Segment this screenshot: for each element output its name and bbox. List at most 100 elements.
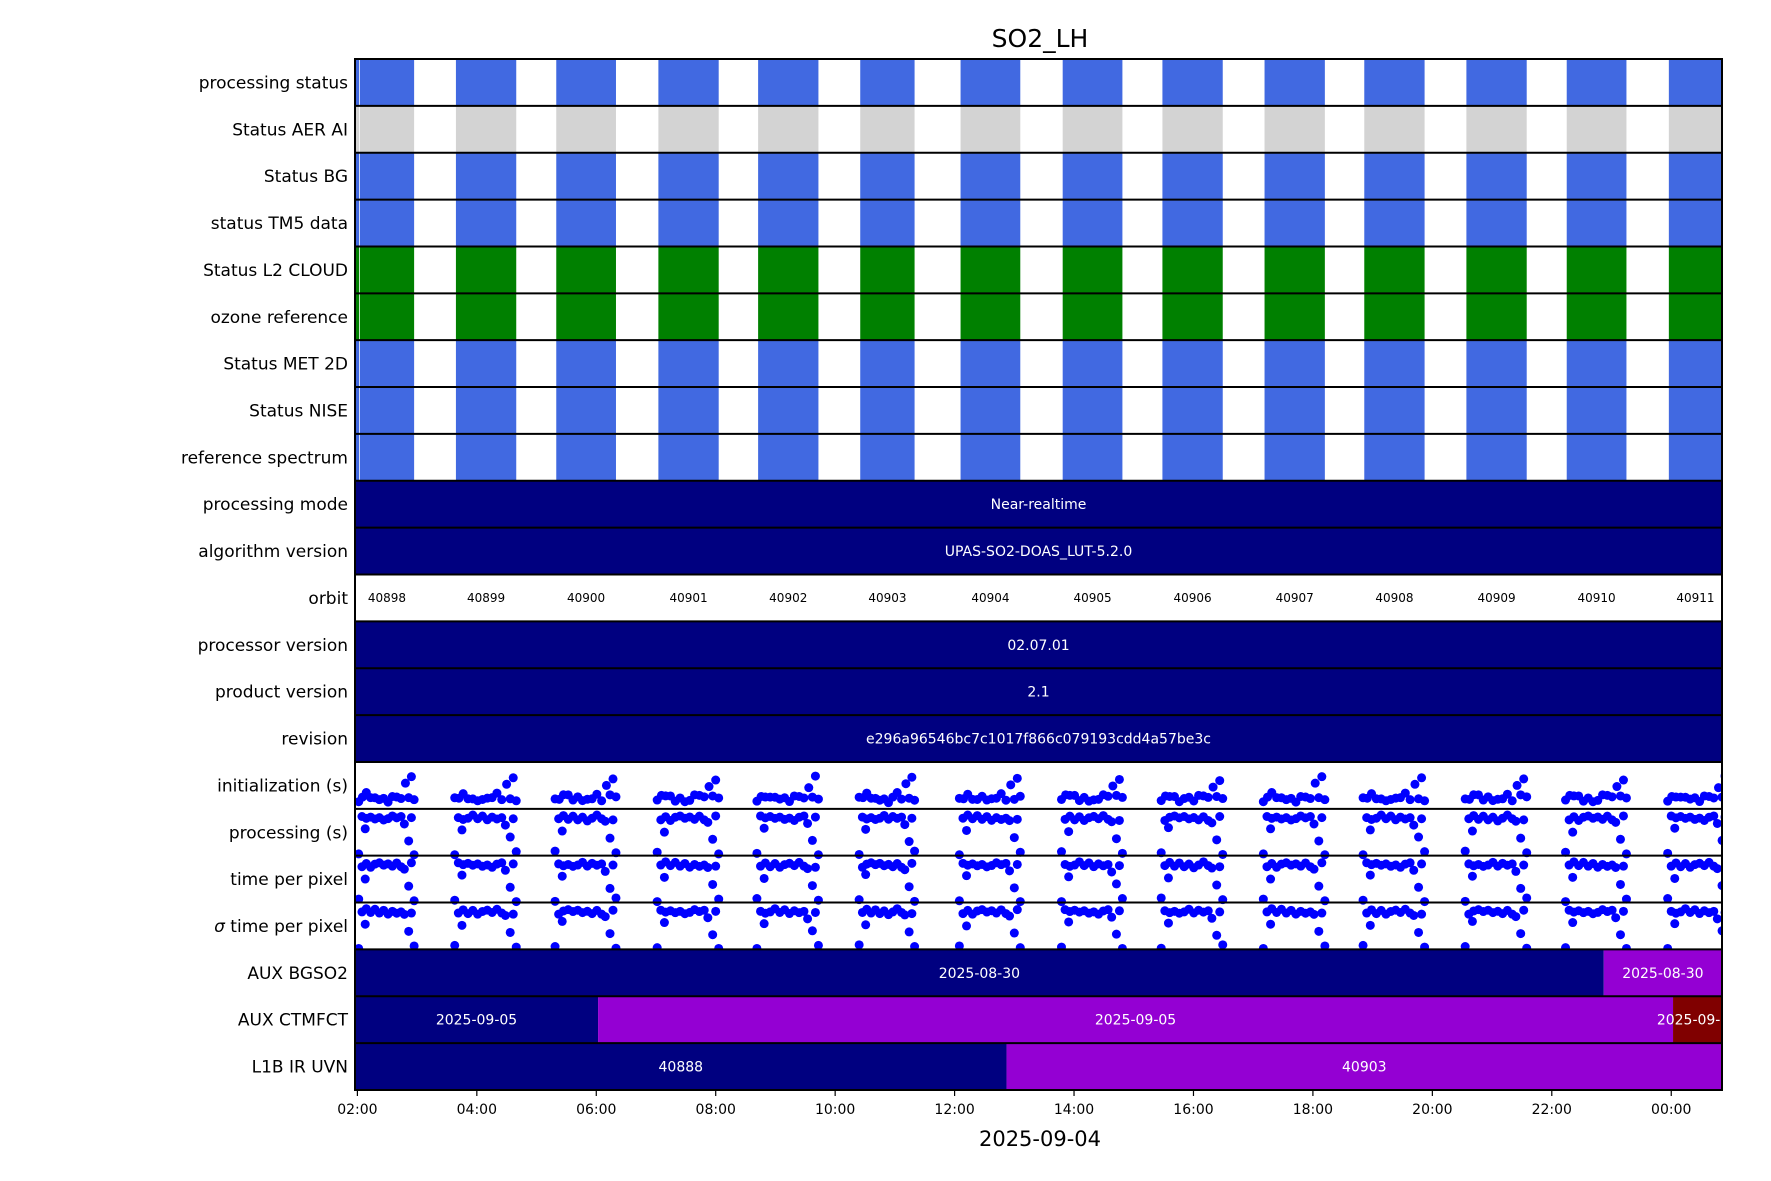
data-point <box>396 794 406 804</box>
data-point <box>910 846 920 856</box>
data-point <box>759 873 769 883</box>
data-point <box>1621 849 1631 859</box>
status-block <box>1162 433 1223 481</box>
row-time-per-pixel <box>355 904 1722 953</box>
status-block <box>1566 152 1627 200</box>
data-point <box>759 823 769 833</box>
status-block-edge <box>355 293 359 341</box>
data-point <box>605 883 615 893</box>
data-point <box>699 905 709 915</box>
status-block <box>1466 293 1527 341</box>
status-block <box>1364 199 1425 247</box>
status-block <box>1364 340 1425 388</box>
data-point <box>1670 873 1680 883</box>
status-block <box>860 152 915 200</box>
data-point <box>500 865 510 875</box>
data-point <box>505 832 515 842</box>
status-block <box>359 387 415 434</box>
data-point <box>1467 916 1477 926</box>
status-block <box>556 59 616 106</box>
data-point <box>1519 905 1529 915</box>
row-aux-bgso2 <box>355 949 1722 997</box>
row-initialization-s <box>355 771 1722 808</box>
segment-bar <box>1603 949 1722 997</box>
status-block <box>556 387 616 434</box>
status-block <box>758 59 819 106</box>
status-block <box>658 105 719 153</box>
status-block <box>1668 199 1722 247</box>
data-point <box>1001 858 1011 868</box>
data-point <box>813 940 823 950</box>
status-block <box>758 387 819 434</box>
data-point <box>360 919 370 929</box>
data-point <box>605 833 615 843</box>
data-point <box>1005 911 1015 921</box>
x-tick-label: 16:00 <box>1173 1102 1213 1118</box>
data-point <box>1358 940 1368 950</box>
orbit-label: 40910 <box>1577 591 1615 605</box>
row-label-text: time per pixel <box>225 917 348 937</box>
x-tick-label: 06:00 <box>576 1102 616 1118</box>
row-label: processing status <box>199 73 348 93</box>
data-point <box>1309 909 1319 919</box>
status-block <box>758 105 819 153</box>
data-point <box>1467 871 1477 881</box>
data-point <box>1663 894 1673 904</box>
status-block <box>860 199 915 247</box>
status-block <box>860 246 915 294</box>
data-point <box>500 820 510 830</box>
segment-bar <box>355 949 1604 997</box>
status-block <box>1466 199 1527 247</box>
status-block <box>359 246 415 294</box>
data-point <box>962 921 972 931</box>
status-block <box>556 105 616 153</box>
data-point <box>900 865 910 875</box>
x-tick-label: 08:00 <box>696 1102 736 1118</box>
x-tick-label: 14:00 <box>1054 1102 1094 1118</box>
data-point <box>659 872 669 882</box>
chart-title: SO2_LH <box>992 24 1089 53</box>
status-block <box>960 105 1021 153</box>
data-point <box>1207 818 1217 828</box>
status-block <box>1668 293 1722 341</box>
status-block <box>1668 433 1722 481</box>
x-tick-label: 10:00 <box>815 1102 855 1118</box>
row-label: Status NISE <box>249 401 348 421</box>
status-block-edge <box>355 199 359 247</box>
row-label: processing (s) <box>229 823 348 843</box>
data-point <box>1064 872 1074 882</box>
data-point <box>1621 793 1631 803</box>
data-point <box>404 926 414 936</box>
data-point <box>810 771 820 781</box>
status-block <box>1466 152 1527 200</box>
data-point <box>497 795 507 805</box>
data-point <box>1310 778 1320 788</box>
row-label: AUX BGSO2 <box>247 964 348 984</box>
status-block <box>556 340 616 388</box>
data-point <box>807 926 817 936</box>
status-block <box>556 152 616 200</box>
data-point <box>1258 849 1268 859</box>
status-block <box>1364 246 1425 294</box>
row-label: Status BG <box>264 167 348 187</box>
x-tick-label: 18:00 <box>1293 1102 1333 1118</box>
data-point <box>711 811 721 821</box>
data-point <box>703 862 713 872</box>
data-point <box>508 814 518 824</box>
orbit-label: 40903 <box>868 591 906 605</box>
status-block <box>1566 293 1627 341</box>
data-point <box>1064 917 1074 927</box>
data-point <box>1670 919 1680 929</box>
row-status-met-2d <box>355 340 1722 388</box>
data-point <box>508 859 518 869</box>
row-ozone-reference <box>355 293 1722 341</box>
data-point <box>1111 929 1121 939</box>
segment-label: 2025-09-06 <box>1657 1013 1738 1029</box>
data-point <box>1568 827 1578 837</box>
data-point <box>505 882 515 892</box>
data-point <box>1712 864 1722 874</box>
row-product-version <box>355 668 1722 716</box>
x-tick-label: 00:00 <box>1651 1102 1691 1118</box>
status-block <box>1466 387 1527 434</box>
row-label: Status L2 CLOUD <box>203 261 348 281</box>
